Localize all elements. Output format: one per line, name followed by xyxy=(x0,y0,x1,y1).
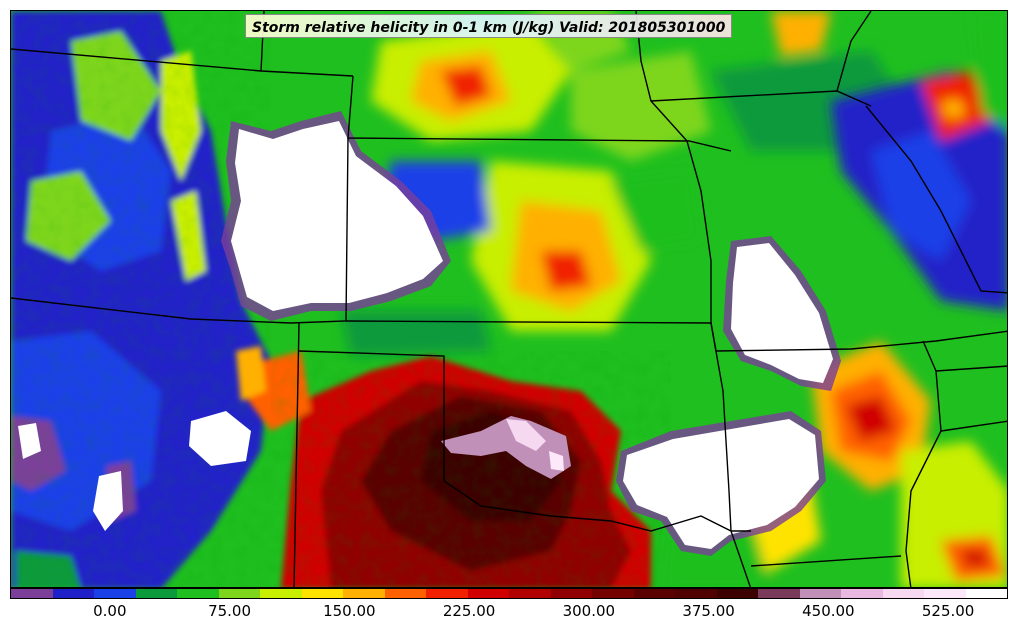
map-title-text: Storm relative helicity in 0-1 km (J/kg)… xyxy=(252,20,726,36)
state-boundaries xyxy=(11,11,1007,587)
colorbar-tick-label: 225.00 xyxy=(442,602,496,620)
colorbar-swatch xyxy=(11,589,53,598)
colorbar xyxy=(10,588,1008,599)
colorbar-swatch xyxy=(924,589,966,598)
colorbar-swatch xyxy=(384,589,426,598)
map-title: Storm relative helicity in 0-1 km (J/kg)… xyxy=(245,14,733,38)
colorbar-tick-label: 150.00 xyxy=(323,602,376,620)
colorbar-swatch xyxy=(633,589,675,598)
colorbar-swatch xyxy=(841,589,883,598)
map-frame xyxy=(10,10,1008,588)
colorbar-swatch xyxy=(426,589,468,598)
colorbar-swatch xyxy=(343,589,385,598)
colorbar-tick-label: 0.00 xyxy=(93,602,127,620)
colorbar-swatch xyxy=(94,589,136,598)
colorbar-swatch xyxy=(301,589,343,598)
max-helicity-core xyxy=(441,416,571,479)
colorbar-swatch xyxy=(509,589,551,598)
colorbar-swatch xyxy=(592,589,634,598)
colorbar-tick-label: 525.00 xyxy=(921,602,975,620)
colorbar-swatch xyxy=(965,589,1007,598)
colorbar-swatch xyxy=(675,589,717,598)
colorbar-tick-label: 375.00 xyxy=(682,602,735,620)
colorbar-swatch xyxy=(882,589,924,598)
colorbar-tick-label: 300.00 xyxy=(562,602,616,620)
colorbar-tick-label: 450.00 xyxy=(802,602,855,620)
low-helicity-northeast xyxy=(831,11,1007,311)
colorbar-swatch xyxy=(52,589,94,598)
colorbar-ticks: 0.00 75.00 150.00 225.00 300.00 375.00 450.00 5… xyxy=(10,602,1008,624)
colorbar-swatch xyxy=(135,589,177,598)
colorbar-swatch xyxy=(177,589,219,598)
colorbar-swatch xyxy=(550,589,592,598)
moderate-band-central xyxy=(341,161,701,356)
colorbar-swatch xyxy=(758,589,800,598)
colorbar-swatch xyxy=(799,589,841,598)
colorbar-tick-label: 75.00 xyxy=(208,602,252,620)
colorbar-swatch xyxy=(716,589,758,598)
colorbar-swatch xyxy=(260,589,302,598)
masked-areas xyxy=(18,111,841,556)
colorbar-swatch xyxy=(218,589,260,598)
colorbar-swatch xyxy=(467,589,509,598)
helicity-map xyxy=(11,11,1007,587)
